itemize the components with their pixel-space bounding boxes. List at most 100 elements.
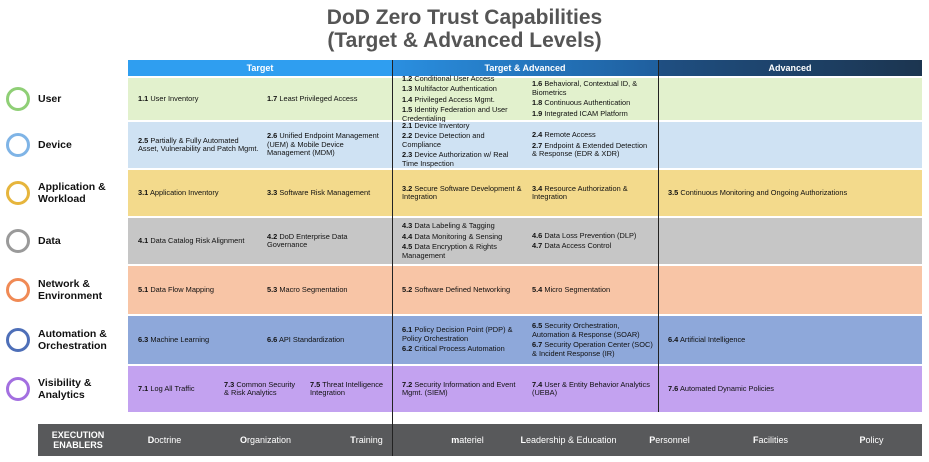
capability: 1.8 Continuous Authentication — [532, 98, 654, 108]
capability-id: 6.4 — [668, 334, 679, 344]
pillar-icon — [6, 133, 30, 157]
capability-id: 7.5 — [310, 379, 321, 389]
capability-text: Security Operation Center (SOC) & Incide… — [532, 340, 653, 358]
capability-id: 2.1 — [402, 120, 413, 130]
cell: 7.1 Log All Traffic 7.3 Common Security &… — [128, 366, 392, 412]
column-header: Advanced — [658, 60, 922, 76]
enabler: Organization — [239, 435, 292, 445]
capability: 2.5 Partially & Fully Automated Asset, V… — [138, 135, 259, 154]
cell: 2.5 Partially & Fully Automated Asset, V… — [128, 122, 392, 168]
cell-column: 3.2 Secure Software Development & Integr… — [402, 184, 524, 202]
cell: 7.2 Security Information and Event Mgmt.… — [392, 366, 658, 412]
cell-column: 6.4 Artificial Intelligence — [668, 334, 918, 345]
cell-column: 7.3 Common Security & Risk Analytics — [224, 380, 302, 398]
enabler: materiel — [451, 435, 484, 445]
column-header: Target — [128, 60, 392, 76]
cell-column: 1.7 Least Privileged Access — [267, 94, 388, 104]
capability: 2.3 Device Authorization w/ Real Time In… — [402, 151, 524, 168]
pillar-row: 1.1 User Inventory 1.7 Least Privileged A… — [128, 74, 922, 122]
capability-text: Behavioral, Contextual ID, & Biometrics — [532, 79, 638, 97]
capability: 3.3 Software Risk Management — [267, 188, 388, 198]
capability-id: 3.4 — [532, 183, 543, 193]
capability: 6.4 Artificial Intelligence — [668, 334, 918, 345]
capability-text: Data Access Control — [544, 241, 612, 250]
divider — [392, 60, 393, 456]
capability-text: Device Authorization w/ Real Time Inspec… — [402, 150, 509, 168]
cell-column: 5.2 Software Defined Networking — [402, 285, 524, 295]
cell: 4.3 Data Labeling & Tagging 4.4 Data Moni… — [392, 218, 658, 264]
cell-column: 6.1 Policy Decision Point (PDP) & Policy… — [402, 326, 524, 354]
pillar-row: 6.3 Machine Learning 6.6 API Standardizat… — [128, 316, 922, 364]
capability: 4.6 Data Loss Prevention (DLP) — [532, 230, 654, 241]
capability-text: Partially & Fully Automated Asset, Vulne… — [138, 135, 259, 153]
cell: 5.2 Software Defined Networking 5.4 Micro… — [392, 266, 658, 314]
capability-text: Security Orchestration, Automation & Res… — [532, 321, 640, 339]
capability: 7.1 Log All Traffic — [138, 383, 216, 394]
capability: 6.2 Critical Process Automation — [402, 345, 524, 354]
capability-text: Micro Segmentation — [544, 284, 611, 294]
capability: 3.1 Application Inventory — [138, 187, 259, 198]
capability-id: 4.5 — [402, 242, 413, 251]
cell: 7.6 Automated Dynamic Policies — [658, 366, 922, 412]
enabler: Facilities — [752, 435, 788, 445]
capability: 7.5 Threat Intelligence Integration — [310, 379, 388, 398]
capability-text: DoD Enterprise Data Governance — [267, 231, 348, 249]
capability: 6.1 Policy Decision Point (PDP) & Policy… — [402, 326, 524, 343]
capability-id: 3.1 — [138, 187, 149, 197]
capability: 5.2 Software Defined Networking — [402, 285, 524, 295]
capability: 1.3 Multifactor Authentication — [402, 85, 524, 94]
pillar-row: 4.1 Data Catalog Risk Alignment 4.2 DoD E… — [128, 218, 922, 264]
pillar-row: 3.1 Application Inventory 3.3 Software Ri… — [128, 170, 922, 216]
cell-column: 4.2 DoD Enterprise Data Governance — [267, 231, 388, 250]
capability: 1.7 Least Privileged Access — [267, 94, 388, 104]
capability-id: 2.2 — [402, 131, 413, 141]
cell: 1.2 Conditional User Access 1.3 Multifact… — [392, 74, 658, 122]
capability-id: 6.7 — [532, 340, 543, 349]
pillar-icon — [6, 377, 30, 401]
capability: 2.6 Unified Endpoint Management (UEM) & … — [267, 132, 388, 158]
capability-id: 6.3 — [138, 334, 149, 344]
capability-text: User & Entity Behavior Analytics (UEBA) — [532, 379, 650, 397]
capability: 4.3 Data Labeling & Tagging — [402, 221, 524, 231]
capability-id: 3.5 — [668, 187, 679, 197]
capability: 7.3 Common Security & Risk Analytics — [224, 380, 302, 398]
capability-text: Continuous Monitoring and Ongoing Author… — [680, 187, 848, 197]
capability-id: 1.6 — [532, 79, 543, 88]
cell — [658, 78, 922, 120]
capability-id: 5.4 — [532, 284, 543, 294]
cell-column: 2.5 Partially & Fully Automated Asset, V… — [138, 135, 259, 154]
capability-id: 2.3 — [402, 150, 413, 160]
capability-id: 1.4 — [402, 94, 413, 104]
capability-text: Automated Dynamic Policies — [679, 383, 775, 393]
capability: 5.1 Data Flow Mapping — [138, 285, 259, 295]
capability-text: API Standardization — [278, 334, 345, 344]
capability-text: Log All Traffic — [150, 383, 195, 393]
capability-text: Multifactor Authentication — [414, 84, 497, 94]
cell-column: 7.2 Security Information and Event Mgmt.… — [402, 380, 524, 398]
capability-text: Data Loss Prevention (DLP) — [544, 230, 637, 240]
pillar-row: 2.5 Partially & Fully Automated Asset, V… — [128, 120, 922, 168]
capability: 4.7 Data Access Control — [532, 241, 654, 251]
cell-column: 2.6 Unified Endpoint Management (UEM) & … — [267, 132, 388, 158]
capability-id: 7.1 — [138, 383, 149, 393]
capability-id: 7.4 — [532, 379, 543, 389]
pillar-name: Network & Environment — [38, 278, 103, 302]
pillar-icon — [6, 278, 30, 302]
cell-column: 6.6 API Standardization — [267, 334, 388, 345]
cell-column: 1.6 Behavioral, Contextual ID, & Biometr… — [532, 79, 654, 118]
capability-id: 1.3 — [402, 84, 413, 94]
cell-column: 7.5 Threat Intelligence Integration — [310, 379, 388, 398]
cell-column: 4.6 Data Loss Prevention (DLP) 4.7 Data A… — [532, 230, 654, 251]
capability-text: Threat Intelligence Integration — [310, 379, 384, 397]
capability-text: Data Encryption & Rights Management — [402, 242, 497, 260]
capability: 6.7 Security Operation Center (SOC) & In… — [532, 340, 654, 358]
enabler: Personnel — [649, 435, 690, 445]
cell-column: 5.3 Macro Segmentation — [267, 285, 388, 295]
cell: 3.5 Continuous Monitoring and Ongoing Au… — [658, 170, 922, 216]
capability: 6.6 API Standardization — [267, 334, 388, 345]
cell: 1.1 User Inventory 1.7 Least Privileged A… — [128, 78, 392, 120]
capability: 6.3 Machine Learning — [138, 334, 259, 345]
capability: 1.6 Behavioral, Contextual ID, & Biometr… — [532, 79, 654, 97]
pillar-name: User — [38, 93, 62, 105]
